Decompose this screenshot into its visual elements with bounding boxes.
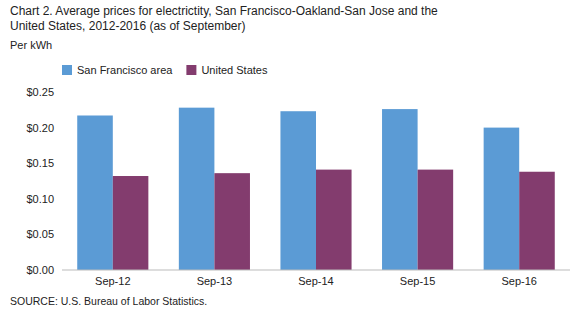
legend-swatch	[62, 65, 72, 75]
bar	[316, 170, 352, 270]
bar	[484, 128, 520, 270]
bar	[113, 176, 149, 270]
x-tick-label: Sep-14	[298, 275, 333, 287]
x-tick-label: Sep-12	[95, 275, 130, 287]
legend-swatch	[186, 65, 196, 75]
y-tick-label: $0.00	[26, 264, 54, 276]
bar	[179, 108, 215, 270]
title: Chart 2. Average prices for electrictity…	[10, 4, 438, 33]
bar	[418, 170, 454, 270]
bar	[519, 172, 555, 270]
bar	[382, 109, 418, 270]
bar	[280, 111, 316, 270]
source-note: SOURCE: U.S. Bureau of Labor Statistics.	[10, 295, 207, 307]
x-axis-line	[62, 270, 570, 271]
y-tick-label: $0.10	[26, 193, 54, 205]
x-tick-label: Sep-13	[197, 275, 232, 287]
y-tick-label: $0.20	[26, 122, 54, 134]
background	[0, 0, 579, 311]
y-axis-label: Per kWh	[10, 39, 52, 51]
y-tick-label: $0.15	[26, 157, 54, 169]
bar	[77, 115, 113, 270]
y-tick-label: $0.25	[26, 86, 54, 98]
x-tick-label: Sep-16	[501, 275, 536, 287]
x-tick-label: Sep-15	[400, 275, 435, 287]
bar	[214, 173, 250, 270]
y-tick-label: $0.05	[26, 228, 54, 240]
legend-label: United States	[201, 64, 268, 76]
bars	[77, 108, 555, 270]
legend-label: San Francisco area	[77, 64, 173, 76]
